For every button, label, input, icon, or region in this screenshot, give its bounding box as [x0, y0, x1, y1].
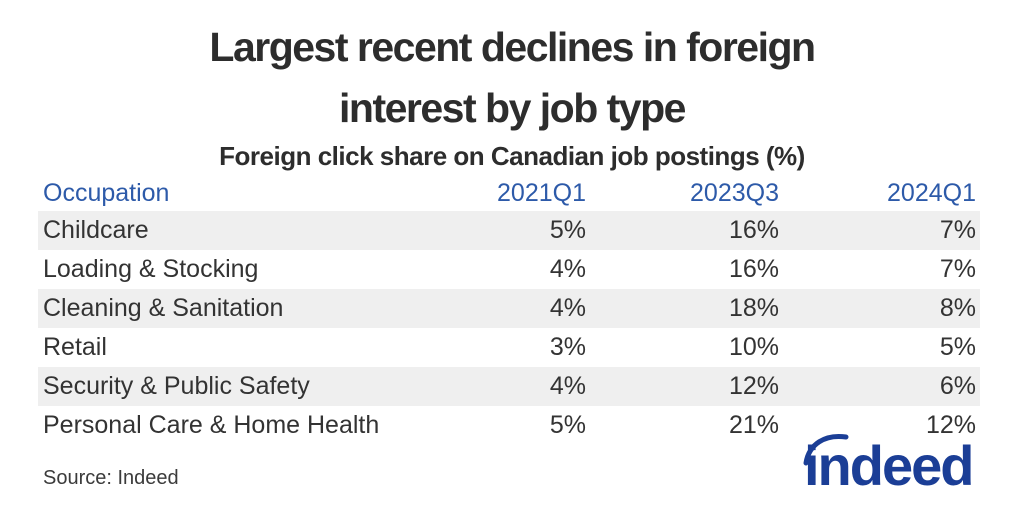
value-cell: 4%: [549, 255, 586, 283]
occupation-cell: Childcare: [43, 216, 149, 244]
table-row: Security & Public Safety 4% 12% 6%: [38, 367, 980, 406]
column-header-2024q1: 2024Q1: [887, 179, 976, 207]
table-row: Personal Care & Home Health 5% 21% 12%: [38, 406, 980, 445]
value-cell: 5%: [939, 333, 976, 361]
value-cell: 12%: [925, 411, 976, 439]
header-row: Occupation 2021Q1 2023Q3 2024Q1: [38, 176, 980, 211]
value-cell: 7%: [939, 216, 976, 244]
occupation-cell: Security & Public Safety: [43, 372, 310, 400]
value-cell: 10%: [728, 333, 779, 361]
column-header-2023q3: 2023Q3: [690, 179, 779, 207]
value-cell: 4%: [549, 294, 586, 322]
value-cell: 4%: [549, 372, 586, 400]
source-note: Source: Indeed: [43, 467, 179, 489]
occupation-cell: Cleaning & Sanitation: [43, 294, 284, 322]
indeed-logo-text: indeed: [804, 434, 972, 495]
chart-subtitle: Foreign click share on Canadian job post…: [219, 141, 805, 171]
table-row: Childcare 5% 16% 7%: [38, 211, 980, 250]
occupation-cell: Personal Care & Home Health: [43, 411, 380, 439]
table-row: Retail 3% 10% 5%: [38, 328, 980, 367]
column-header-occupation: Occupation: [43, 179, 170, 207]
value-cell: 18%: [728, 294, 779, 322]
value-cell: 16%: [728, 255, 779, 283]
value-cell: 7%: [939, 255, 976, 283]
column-header-2021q1: 2021Q1: [497, 179, 586, 207]
table-row: Cleaning & Sanitation 4% 18% 8%: [38, 289, 980, 328]
value-cell: 6%: [939, 372, 976, 400]
occupation-cell: Loading & Stocking: [43, 255, 259, 283]
table-row: Loading & Stocking 4% 16% 7%: [38, 250, 980, 289]
indeed-logo: indeed: [799, 427, 987, 497]
value-cell: 8%: [939, 294, 976, 322]
chart-title-line2: interest by job type: [339, 85, 686, 131]
occupation-cell: Retail: [43, 333, 107, 361]
chart-title: Largest recent declines in foreign inter…: [0, 17, 1024, 139]
chart-title-line1: Largest recent declines in foreign: [209, 24, 816, 70]
value-cell: 12%: [728, 372, 779, 400]
data-table-container: Occupation 2021Q1 2023Q3 2024Q1 Childcar…: [38, 176, 980, 445]
data-table: Occupation 2021Q1 2023Q3 2024Q1 Childcar…: [38, 176, 980, 445]
value-cell: 5%: [549, 216, 586, 244]
value-cell: 3%: [549, 333, 586, 361]
value-cell: 5%: [549, 411, 586, 439]
value-cell: 21%: [728, 411, 779, 439]
value-cell: 16%: [728, 216, 779, 244]
indeed-swoosh-icon: [803, 433, 849, 466]
